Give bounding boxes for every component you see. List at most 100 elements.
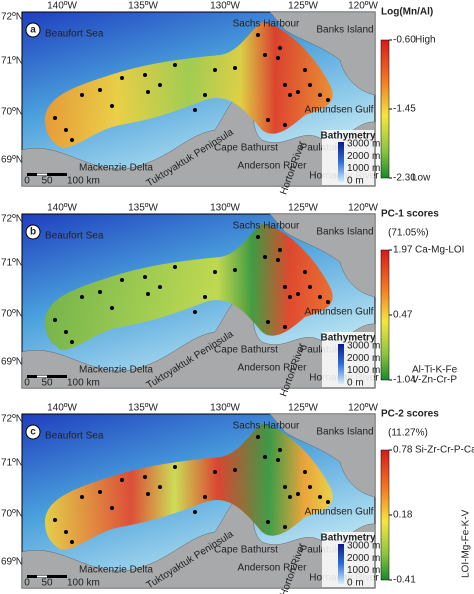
latitude-label: 71ºN	[1, 458, 23, 469]
station	[64, 128, 68, 132]
station	[278, 46, 282, 50]
panel-label: c	[30, 427, 36, 438]
station	[143, 475, 147, 479]
latitude-label: 69ºN	[1, 357, 23, 368]
longitude-label: 130ºW	[210, 203, 240, 214]
station	[318, 93, 322, 97]
station	[296, 90, 300, 94]
bathymetry-tick: 1000 m	[347, 365, 380, 376]
bathymetry-box	[322, 532, 374, 587]
station	[98, 88, 102, 92]
annotation-bottom: Al-Ti-K-Fe	[412, 365, 458, 376]
longitude-label: 140ºW	[47, 1, 77, 12]
station	[146, 492, 150, 496]
longitude-label: 125ºW	[288, 403, 318, 414]
place-label: Cape Bathurst	[214, 345, 278, 356]
station	[53, 116, 57, 120]
latitude-label: 72ºN	[1, 214, 23, 225]
scale-label: 100 km	[67, 378, 100, 389]
bathymetry-tick: 2000 m	[347, 151, 380, 162]
scale-label: 100 km	[67, 578, 100, 589]
banks-island	[269, 213, 376, 298]
colorbar	[380, 249, 390, 381]
station	[193, 108, 197, 112]
heat-field	[45, 224, 333, 350]
station	[158, 83, 162, 87]
station	[276, 258, 280, 262]
bathymetry-tick: 0 m	[347, 378, 364, 389]
station	[213, 270, 217, 274]
place-label: Mackenzie Delta	[79, 163, 153, 174]
annotation-top: Ca-Mg-LOI	[415, 245, 464, 256]
annotation-top: High	[415, 35, 436, 46]
scale-label: 50	[41, 378, 53, 389]
station	[80, 93, 84, 97]
station	[146, 90, 150, 94]
station	[64, 530, 68, 534]
station	[98, 490, 102, 494]
place-label: Banks Island	[316, 25, 373, 36]
colorbar-tick-label: -1.04	[393, 375, 416, 386]
longitude-label: 135ºW	[128, 1, 158, 12]
latitude-label: 70ºN	[1, 509, 23, 520]
station	[266, 520, 270, 524]
latitude-label: 69ºN	[1, 557, 23, 568]
place-label: Mackenzie Delta	[79, 565, 153, 576]
annotation-bottom: Low	[412, 173, 431, 184]
station	[303, 270, 307, 274]
scale-label: 0	[24, 578, 30, 589]
map-panel: b 140ºW 135ºW 130ºW 125ºW 120ºW 72ºN 71ºN 70ºN 69…	[1, 203, 464, 399]
station	[288, 93, 292, 97]
place-label: Banks Island	[316, 227, 373, 238]
station	[213, 68, 217, 72]
annotation-top: Si-Zr-Cr-P-Ca	[415, 445, 474, 456]
station	[308, 83, 312, 87]
station	[283, 83, 287, 87]
station	[278, 248, 282, 252]
station	[98, 290, 102, 294]
colorbar-tick-label: -2.30	[393, 173, 416, 184]
longitude-label: 135ºW	[128, 203, 158, 214]
longitude-label: 120ºW	[348, 203, 378, 214]
place-label: Anderson River	[238, 161, 308, 172]
place-label: Cape Bathurst	[214, 545, 278, 556]
station	[326, 98, 330, 102]
longitude-label: 125ºW	[288, 1, 318, 12]
longitude-label: 135ºW	[128, 403, 158, 414]
station	[120, 478, 124, 482]
longitude-label: 130ºW	[210, 1, 240, 12]
place-label: Banks Island	[316, 427, 373, 438]
bathymetry-tick: 0 m	[347, 578, 364, 589]
station	[263, 255, 267, 259]
station	[303, 68, 307, 72]
station	[278, 448, 282, 452]
heat-field	[45, 424, 333, 550]
latitude-label: 71ºN	[1, 56, 23, 67]
station	[266, 118, 270, 122]
station	[70, 540, 74, 544]
station	[173, 63, 177, 67]
latitude-label: 70ºN	[1, 309, 23, 320]
banks-island	[269, 413, 376, 498]
scale-bar-half	[37, 173, 47, 176]
station	[53, 518, 57, 522]
station	[288, 295, 292, 299]
scale-bar-half	[37, 375, 47, 378]
banks-island	[269, 11, 376, 96]
longitude-label: 140ºW	[47, 403, 77, 414]
station	[143, 73, 147, 77]
bathymetry-tick: 3000 m	[347, 541, 380, 552]
place-label: Anderson River	[238, 363, 308, 374]
station	[70, 340, 74, 344]
colorbar	[380, 39, 390, 179]
station	[283, 485, 287, 489]
bathymetry-tick: 2000 m	[347, 353, 380, 364]
longitude-label: 130ºW	[210, 403, 240, 414]
colorbar-tick-label: -1.45	[393, 104, 416, 115]
station	[110, 104, 114, 108]
legend-subtitle: (71.05%)	[388, 228, 429, 239]
station	[256, 435, 260, 439]
station	[256, 33, 260, 37]
latitude-label: 71ºN	[1, 258, 23, 269]
place-label: Amundsen Gulf	[305, 507, 374, 518]
